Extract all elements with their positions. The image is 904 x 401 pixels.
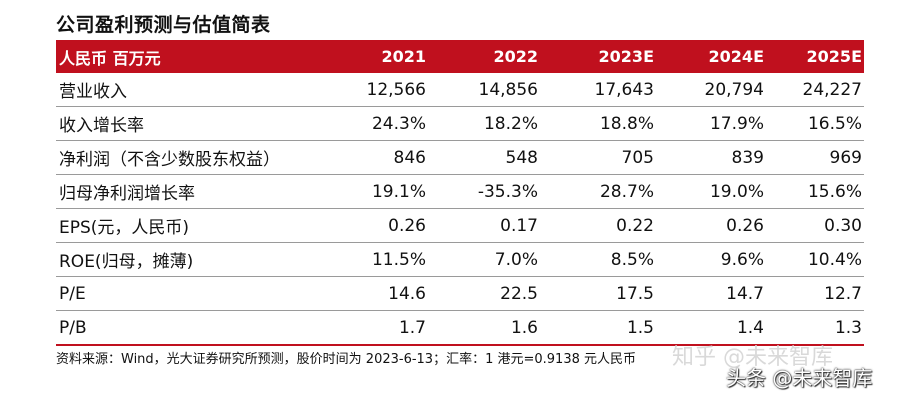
table-cell: 19.0% (656, 174, 766, 209)
watermark-faint: 知乎 @未来智库 (672, 345, 833, 370)
table-cell: 8.5% (540, 242, 656, 277)
row-label: 净利润（不含少数股东权益） (56, 140, 318, 175)
table-cell: 0.26 (318, 208, 428, 243)
header-year-2024e: 2024E (656, 40, 766, 73)
table-cell: 12,566 (318, 73, 428, 107)
table-cell: 17.5 (540, 276, 656, 311)
table-cell: 15.6% (766, 174, 864, 209)
source-note: 资料来源：Wind，光大证券研究所预测，股价时间为 2023-6-13；汇率：1… (56, 352, 636, 367)
table-cell: -35.3% (428, 174, 540, 209)
table-cell: 7.0% (428, 242, 540, 277)
header-year-2021: 2021 (318, 40, 428, 73)
table-cell: 705 (540, 140, 656, 175)
table-cell: 20,794 (656, 73, 766, 107)
row-label: 归母净利润增长率 (56, 174, 318, 209)
table-cell: 0.17 (428, 208, 540, 243)
table-row-revenue: 营业收入 12,566 14,856 17,643 20,794 24,227 (56, 73, 864, 107)
table-cell: 18.2% (428, 106, 540, 141)
table-cell: 28.7% (540, 174, 656, 209)
table-cell: 14.7 (656, 276, 766, 311)
table-cell: 1.6 (428, 310, 540, 346)
table-row-revenue-growth: 收入增长率 24.3% 18.2% 18.8% 17.9% 16.5% (56, 106, 864, 141)
watermark: 头条 @未来智库 (726, 366, 873, 390)
row-label: 营业收入 (56, 73, 318, 107)
row-label: P/B (56, 310, 318, 346)
table-cell: 11.5% (318, 242, 428, 277)
table-cell: 24,227 (766, 73, 864, 107)
table-cell: 17,643 (540, 73, 656, 107)
table-cell: 1.7 (318, 310, 428, 346)
table-cell: 16.5% (766, 106, 864, 141)
table-cell: 14,856 (428, 73, 540, 107)
table-cell: 0.22 (540, 208, 656, 243)
table-cell: 0.30 (766, 208, 864, 243)
row-label: EPS(元，人民币) (56, 208, 318, 243)
row-label: P/E (56, 276, 318, 311)
table-cell: 12.7 (766, 276, 864, 311)
table-cell: 1.5 (540, 310, 656, 346)
header-year-2025e: 2025E (766, 40, 864, 73)
table-cell: 1.4 (656, 310, 766, 346)
table-row-roe: ROE(归母，摊薄) 11.5% 7.0% 8.5% 9.6% 10.4% (56, 242, 864, 277)
forecast-table: 人民币 百万元 2021 2022 2023E 2024E 2025E 营业收入… (56, 40, 864, 346)
table-cell: 9.6% (656, 242, 766, 277)
header-year-2022: 2022 (428, 40, 540, 73)
table-row-net-profit: 净利润（不含少数股东权益） 846 548 705 839 969 (56, 140, 864, 175)
table-row-pe: P/E 14.6 22.5 17.5 14.7 12.7 (56, 276, 864, 311)
table-cell: 969 (766, 140, 864, 175)
table-cell: 18.8% (540, 106, 656, 141)
row-label: ROE(归母，摊薄) (56, 242, 318, 277)
table-cell: 839 (656, 140, 766, 175)
page-title: 公司盈利预测与估值简表 (56, 14, 271, 36)
table-cell: 22.5 (428, 276, 540, 311)
table-header-row: 人民币 百万元 2021 2022 2023E 2024E 2025E (56, 40, 864, 73)
table-cell: 17.9% (656, 106, 766, 141)
row-label: 收入增长率 (56, 106, 318, 141)
table-cell: 10.4% (766, 242, 864, 277)
table-cell: 548 (428, 140, 540, 175)
table-row-net-profit-growth: 归母净利润增长率 19.1% -35.3% 28.7% 19.0% 15.6% (56, 174, 864, 209)
table-cell: 19.1% (318, 174, 428, 209)
header-unit: 人民币 百万元 (56, 40, 318, 73)
table-row-eps: EPS(元，人民币) 0.26 0.17 0.22 0.26 0.30 (56, 208, 864, 243)
table-cell: 0.26 (656, 208, 766, 243)
table-cell: 846 (318, 140, 428, 175)
table-cell: 1.3 (766, 310, 864, 346)
table-row-pb: P/B 1.7 1.6 1.5 1.4 1.3 (56, 310, 864, 346)
table-cell: 14.6 (318, 276, 428, 311)
header-year-2023e: 2023E (540, 40, 656, 73)
table-cell: 24.3% (318, 106, 428, 141)
